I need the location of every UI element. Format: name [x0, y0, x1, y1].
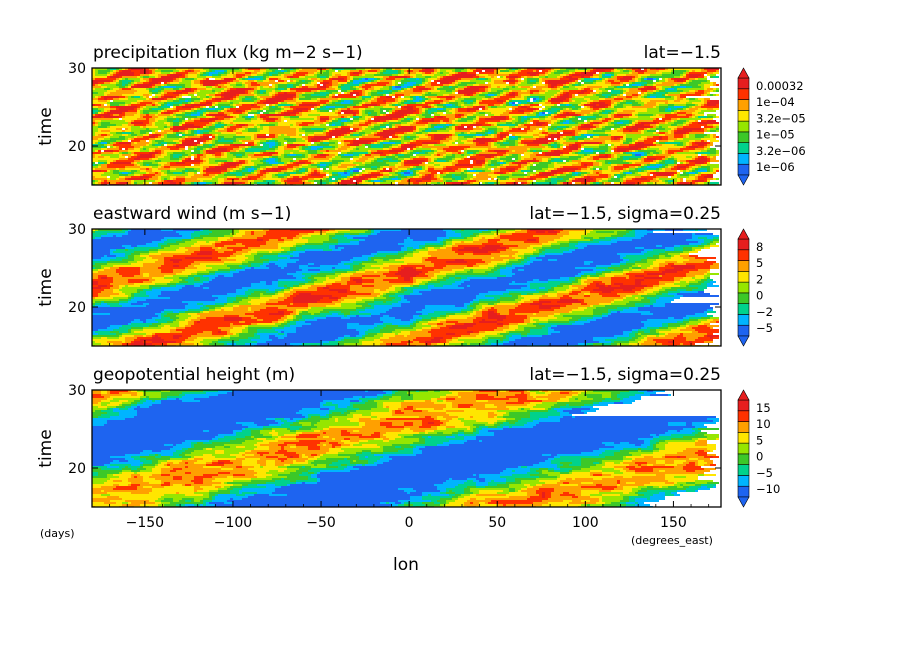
colorbar-segment	[737, 399, 750, 412]
colorbar-segment	[737, 292, 750, 304]
colorbar-segment	[737, 464, 750, 476]
tick-label-0: 0	[405, 515, 414, 531]
colorbar-top-arrow	[737, 389, 750, 401]
tick-label-100: 100	[572, 515, 599, 531]
colorbar-bottom-arrow	[737, 496, 750, 508]
colorbar: 8 5 2 0 −2 −5	[737, 228, 773, 347]
y-tick-label: 30	[68, 222, 86, 238]
colorbar-segment	[737, 314, 750, 326]
panel-title: precipitation flux (kg m−2 s−1)	[93, 43, 363, 63]
colorbar-segment	[737, 324, 750, 337]
colorbar-label: 8	[756, 240, 763, 254]
tick-label-minus-50: −50	[306, 515, 336, 531]
colorbar-label: 0.00032	[756, 79, 804, 93]
y-tick-label: 30	[68, 61, 86, 77]
colorbar-bottom-arrow	[737, 335, 750, 347]
panel-1: 20 30 precipitation flux (kg m−2 s−1) lat=−…	[36, 43, 806, 186]
tick-label-minus-150: −150	[126, 515, 164, 531]
colorbar-label: 3.2e−05	[756, 111, 806, 125]
colorbar-segment	[737, 475, 750, 487]
colorbar-segment	[737, 485, 750, 498]
plot-frame	[91, 389, 722, 508]
colorbar-label: −5	[756, 466, 773, 480]
colorbar-label: −2	[756, 305, 773, 319]
colorbar-segment	[737, 281, 750, 294]
colorbar-segment	[737, 153, 750, 165]
colorbar-segment	[737, 88, 750, 100]
colorbar-top-arrow	[737, 67, 750, 79]
colorbar-label: −5	[756, 321, 773, 335]
panel-title: geopotential height (m)	[93, 365, 295, 385]
y-tick-label: 30	[68, 383, 86, 399]
panel-title: eastward wind (m s−1)	[93, 204, 291, 224]
colorbar-segment	[737, 120, 750, 133]
colorbar-segment	[737, 163, 750, 176]
panel-annotation: lat=−1.5, sigma=0.25	[529, 204, 721, 224]
colorbar-top-arrow	[737, 228, 750, 240]
colorbar-segment	[737, 442, 750, 455]
colorbar-segment	[737, 77, 750, 90]
colorbar-segment	[737, 260, 750, 272]
panel-annotation: lat=−1.5	[644, 43, 721, 63]
colorbar-segment	[737, 271, 750, 283]
colorbar-segment	[737, 453, 750, 465]
colorbar-segment	[737, 131, 750, 143]
y-axis-label: time	[36, 268, 56, 306]
tick-label-150: 150	[660, 515, 687, 531]
y-tick-label: 20	[68, 139, 86, 155]
x-unit-label: (degrees_east)	[631, 534, 713, 547]
heatmap-field	[92, 68, 719, 185]
tick-label-50: 50	[488, 515, 506, 531]
colorbar-label: 15	[756, 401, 771, 415]
y-tick-label: 20	[68, 300, 86, 316]
colorbar-label: 0	[756, 289, 763, 303]
colorbar-segment	[737, 99, 750, 111]
colorbar-segment	[737, 421, 750, 433]
y-axis-label: time	[36, 107, 56, 145]
colorbar: 15 10 5 0 −5 −10	[737, 389, 780, 508]
colorbar-segment	[737, 238, 750, 251]
colorbar-segment	[737, 432, 750, 444]
y-unit-label: (days)	[40, 527, 75, 540]
colorbar-bottom-arrow	[737, 174, 750, 186]
colorbar-label: 1e−04	[756, 95, 795, 109]
colorbar-segment	[737, 410, 750, 422]
colorbar-segment	[737, 110, 750, 122]
colorbar-label: 1e−06	[756, 160, 795, 174]
colorbar-segment	[737, 142, 750, 154]
y-axis-label: time	[36, 429, 56, 467]
colorbar-segment	[737, 303, 750, 315]
colorbar: 0.00032 1e−04 3.2e−05 1e−05 3.2e−06 1e−06	[737, 67, 806, 186]
panel-annotation: lat=−1.5, sigma=0.25	[529, 365, 721, 385]
colorbar-label: 1e−05	[756, 128, 795, 142]
colorbar-segment	[737, 249, 750, 261]
plot-frame	[91, 228, 722, 347]
colorbar-label: 10	[756, 417, 771, 431]
colorbar-label: 0	[756, 450, 763, 464]
heatmap-field	[92, 390, 719, 507]
colorbar-label: 2	[756, 272, 763, 286]
colorbar-label: 5	[756, 433, 763, 447]
heatmap-field	[92, 229, 719, 346]
plot-frame	[91, 67, 722, 186]
tick-label-minus-100: −100	[214, 515, 252, 531]
colorbar-label: 5	[756, 256, 763, 270]
x-axis-label: lon	[393, 555, 419, 575]
colorbar-label: −10	[756, 482, 780, 496]
y-tick-label: 20	[68, 461, 86, 477]
colorbar-label: 3.2e−06	[756, 144, 806, 158]
